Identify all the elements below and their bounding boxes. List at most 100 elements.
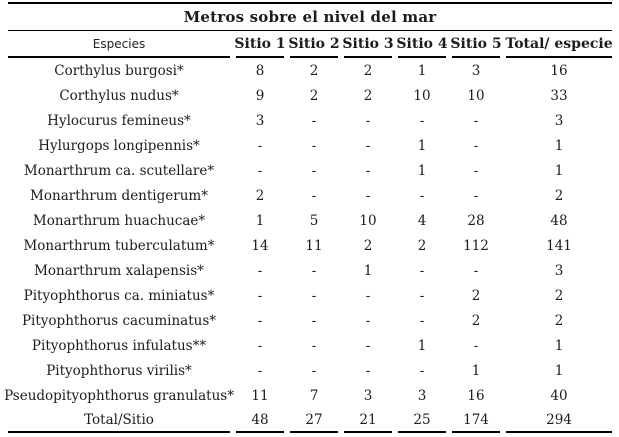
- site-count-cell: -: [419, 112, 425, 129]
- site-count-cell: -: [311, 312, 317, 329]
- site-count-cell: 3: [471, 62, 481, 79]
- row-total-cell: 1: [554, 137, 564, 154]
- site-count-cell: -: [473, 262, 479, 279]
- site-count-cell: 2: [255, 187, 265, 204]
- column-header-sitio-3: Sitio 3: [342, 31, 394, 58]
- site-count-cell: 7: [309, 387, 319, 404]
- row-total-cell: 1: [554, 162, 564, 179]
- site-count-cell: -: [473, 162, 479, 179]
- site-count-cell: -: [257, 337, 263, 354]
- table-body: Corthylus burgosi* 8 2 2 1 3 16 Corthylus nudus…: [4, 58, 612, 433]
- total-sitio-label: Total/Sitio: [8, 408, 230, 433]
- species-row: Hylurgops longipennis* - - - 1 - 1: [8, 133, 612, 158]
- total-sitio-row: Total/Sitio 48 27 21 25 174 294: [8, 408, 612, 433]
- site-count-cell: 1: [255, 212, 265, 229]
- species-name-cell: Corthylus nudus*: [59, 87, 179, 104]
- site-count-cell: -: [365, 337, 371, 354]
- site-count-cell: -: [473, 137, 479, 154]
- site-count-cell: 174: [452, 408, 500, 433]
- site-count-cell: -: [311, 362, 317, 379]
- row-total-cell: 3: [554, 112, 564, 129]
- site-count-cell: 3: [255, 112, 265, 129]
- site-count-cell: 3: [417, 387, 427, 404]
- row-total-cell: 33: [550, 87, 568, 104]
- site-count-cell: -: [473, 337, 479, 354]
- site-count-cell: 3: [363, 387, 373, 404]
- column-header-sitio-5: Sitio 5: [450, 31, 502, 58]
- site-count-cell: -: [311, 337, 317, 354]
- species-row: Monarthrum ca. scutellare* - - - 1 - 1: [8, 158, 612, 183]
- site-count-cell: 8: [255, 62, 265, 79]
- site-count-cell: -: [257, 162, 263, 179]
- species-name-cell: Hylurgops longipennis*: [38, 137, 200, 154]
- site-count-cell: -: [311, 287, 317, 304]
- site-count-cell: 2: [471, 312, 481, 329]
- species-name-cell: Monarthrum huachucae*: [32, 212, 206, 229]
- site-count-cell: -: [311, 137, 317, 154]
- column-header-total-especie: Total/ especie: [505, 31, 613, 58]
- site-count-cell: 9: [255, 87, 265, 104]
- site-count-cell: 1: [417, 137, 427, 154]
- species-name-cell: Monarthrum ca. scutellare*: [23, 162, 215, 179]
- row-total-cell: 48: [550, 212, 568, 229]
- species-name-cell: Monarthrum dentigerum*: [30, 187, 208, 204]
- site-count-cell: 112: [463, 237, 489, 254]
- site-count-cell: 1: [417, 62, 427, 79]
- species-name-cell: Pityophthorus infulatus**: [31, 337, 207, 354]
- row-total-cell: 2: [554, 187, 564, 204]
- site-count-cell: 4: [417, 212, 427, 229]
- column-header-sitio-1: Sitio 1: [234, 31, 286, 58]
- table-header-row: Especies Sitio 1 Sitio 2 Sitio 3 Sitio 4…: [8, 31, 613, 58]
- site-count-cell: -: [365, 362, 371, 379]
- site-count-cell: -: [311, 162, 317, 179]
- site-count-cell: 14: [251, 237, 269, 254]
- site-count-cell: -: [257, 137, 263, 154]
- site-count-cell: 2: [309, 87, 319, 104]
- site-count-cell: 2: [471, 287, 481, 304]
- site-count-cell: -: [419, 312, 425, 329]
- site-count-cell: 5: [309, 212, 319, 229]
- site-count-cell: 25: [398, 408, 446, 433]
- site-count-cell: 27: [290, 408, 338, 433]
- site-count-cell: 2: [363, 87, 373, 104]
- site-count-cell: -: [473, 112, 479, 129]
- site-count-cell: 1: [417, 162, 427, 179]
- site-count-cell: -: [365, 162, 371, 179]
- species-name-cell: Corthylus burgosi*: [54, 62, 184, 79]
- site-count-cell: -: [419, 362, 425, 379]
- site-count-cell: -: [311, 187, 317, 204]
- site-count-cell: -: [257, 362, 263, 379]
- species-row: Monarthrum tuberculatum* 14 11 2 2 112 141: [8, 233, 612, 258]
- site-count-cell: -: [257, 287, 263, 304]
- species-row: Hylocurus femineus* 3 - - - - 3: [8, 108, 612, 133]
- species-row: Corthylus nudus* 9 2 2 10 10 33: [8, 83, 612, 108]
- row-total-cell: 40: [550, 387, 568, 404]
- column-header-sitio-2: Sitio 2: [288, 31, 340, 58]
- site-count-cell: -: [257, 262, 263, 279]
- species-name-cell: Monarthrum tuberculatum*: [23, 237, 215, 254]
- row-total-cell: 1: [554, 337, 564, 354]
- site-count-cell: -: [365, 187, 371, 204]
- site-count-cell: 28: [467, 212, 485, 229]
- site-count-cell: 2: [363, 62, 373, 79]
- species-row: Pseudopityophthorus granulatus* 11 7 3 3 16 40: [4, 383, 612, 408]
- site-count-cell: 1: [417, 337, 427, 354]
- species-row: Pityophthorus infulatus** - - - 1 - 1: [8, 333, 612, 358]
- species-name-cell: Pityophthorus virilis*: [46, 362, 192, 379]
- site-count-cell: 10: [359, 212, 377, 229]
- row-total-cell: 16: [550, 62, 568, 79]
- site-count-cell: -: [365, 312, 371, 329]
- species-name-cell: Pityophthorus ca. miniatus*: [23, 287, 215, 304]
- site-count-cell: -: [419, 187, 425, 204]
- site-count-cell: 11: [251, 387, 269, 404]
- row-total-cell: 2: [554, 287, 564, 304]
- species-row: Pityophthorus cacuminatus* - - - - 2 2: [8, 308, 612, 333]
- site-count-cell: 1: [471, 362, 481, 379]
- site-count-cell: -: [419, 287, 425, 304]
- species-row: Pityophthorus virilis* - - - - 1 1: [8, 358, 612, 383]
- site-count-cell: 11: [305, 237, 323, 254]
- site-count-cell: -: [257, 312, 263, 329]
- species-name-cell: Pityophthorus cacuminatus*: [21, 312, 217, 329]
- species-row: Monarthrum xalapensis* - - 1 - - 3: [8, 258, 612, 283]
